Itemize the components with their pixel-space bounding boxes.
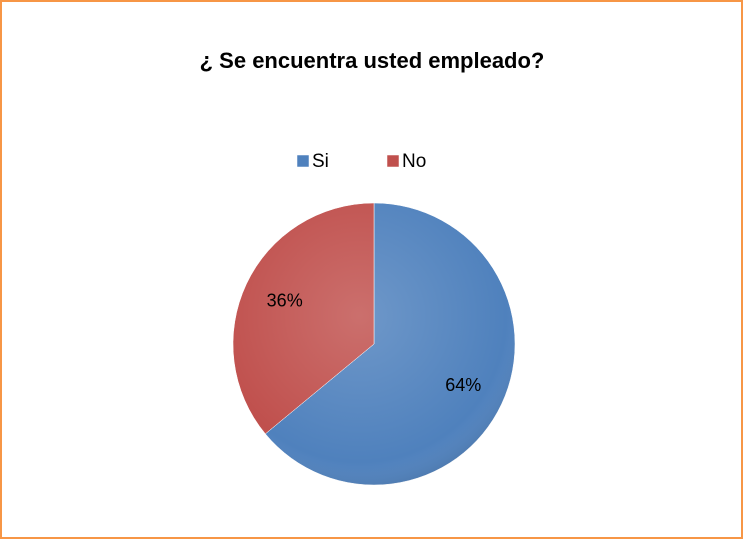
data-label: 36% [267,291,303,311]
legend-swatch [386,154,400,168]
chart-title: ¿ Se encuentra usted empleado? [200,48,545,73]
legend-label: No [402,151,426,172]
legend-swatch [296,154,310,168]
data-label: 64% [445,375,481,395]
legend-label: Si [312,151,329,172]
